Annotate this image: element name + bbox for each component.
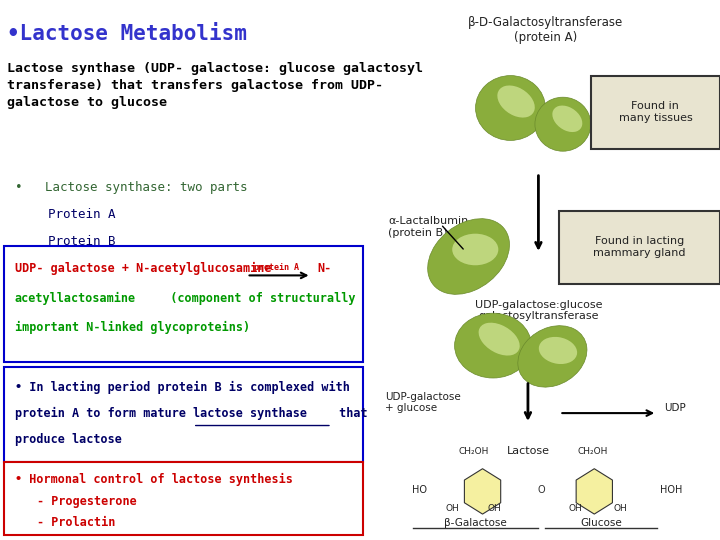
- Polygon shape: [576, 469, 613, 514]
- Text: - Progesterone: - Progesterone: [37, 495, 137, 508]
- Text: • In lacting period protein B is complexed with: • In lacting period protein B is complex…: [15, 381, 350, 394]
- FancyBboxPatch shape: [4, 367, 364, 462]
- Text: Lactose synthase (UDP- galactose: glucose galactosyl
transferase) that transfers: Lactose synthase (UDP- galactose: glucos…: [7, 62, 423, 109]
- Text: that: that: [332, 407, 367, 420]
- Text: CH₂OH: CH₂OH: [459, 447, 489, 456]
- Text: β-D-Galactosyltransferase
(protein A): β-D-Galactosyltransferase (protein A): [468, 16, 623, 44]
- Text: HOH: HOH: [660, 485, 683, 495]
- Text: UDP- galactose + N-acetylglucosamine: UDP- galactose + N-acetylglucosamine: [15, 262, 271, 275]
- Text: UDP-galactose:glucose
galactosyltransferase: UDP-galactose:glucose galactosyltransfer…: [474, 300, 602, 321]
- Text: •Lactose Metabolism: •Lactose Metabolism: [7, 24, 247, 44]
- Text: Protein B: Protein B: [48, 235, 116, 248]
- Ellipse shape: [452, 234, 498, 265]
- FancyBboxPatch shape: [559, 211, 720, 284]
- Text: Lactose: Lactose: [506, 446, 549, 456]
- Ellipse shape: [475, 76, 546, 140]
- Text: CH₂OH: CH₂OH: [577, 447, 608, 456]
- Text: Found in
many tissues: Found in many tissues: [618, 101, 692, 123]
- Text: (component of structurally: (component of structurally: [156, 292, 355, 305]
- Text: protein A to form mature: protein A to form mature: [15, 407, 193, 420]
- Text: O: O: [537, 485, 545, 495]
- Ellipse shape: [535, 97, 591, 151]
- Ellipse shape: [428, 219, 510, 294]
- Ellipse shape: [498, 85, 535, 118]
- Ellipse shape: [552, 105, 582, 132]
- Text: α-Lactalbumin
(protein B): α-Lactalbumin (protein B): [388, 216, 469, 238]
- Text: important N-linked glycoproteins): important N-linked glycoproteins): [15, 321, 250, 334]
- Text: OH: OH: [613, 504, 627, 513]
- FancyBboxPatch shape: [4, 246, 364, 362]
- FancyBboxPatch shape: [4, 462, 364, 535]
- Text: •   Lactose synthase: two parts: • Lactose synthase: two parts: [15, 181, 248, 194]
- Text: OH: OH: [488, 504, 502, 513]
- Text: - Prolactin: - Prolactin: [37, 516, 115, 529]
- Text: produce lactose: produce lactose: [15, 433, 122, 446]
- Ellipse shape: [479, 323, 520, 355]
- Text: OH: OH: [568, 504, 582, 513]
- Text: Protein A: Protein A: [48, 208, 116, 221]
- FancyBboxPatch shape: [591, 76, 720, 148]
- Text: protein A: protein A: [254, 263, 299, 272]
- Ellipse shape: [454, 313, 531, 378]
- Ellipse shape: [518, 326, 587, 387]
- Text: • Hormonal control of lactose synthesis: • Hormonal control of lactose synthesis: [15, 472, 293, 485]
- Polygon shape: [464, 469, 500, 514]
- Text: OH: OH: [446, 504, 460, 513]
- Text: UDP-galactose
+ glucose: UDP-galactose + glucose: [384, 392, 461, 413]
- Text: Found in lacting
mammary gland: Found in lacting mammary gland: [593, 236, 686, 258]
- Text: acetyllactosamine: acetyllactosamine: [15, 292, 136, 305]
- Text: lactose synthase: lactose synthase: [193, 407, 307, 420]
- Text: HO: HO: [412, 485, 427, 495]
- Text: N-: N-: [317, 262, 331, 275]
- Text: UDP: UDP: [664, 403, 686, 413]
- Text: Glucose: Glucose: [580, 518, 622, 528]
- Ellipse shape: [539, 337, 577, 364]
- Text: β-Galactose: β-Galactose: [444, 518, 507, 528]
